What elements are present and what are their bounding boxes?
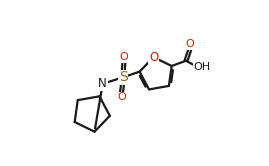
- Text: S: S: [119, 70, 128, 84]
- Text: OH: OH: [193, 62, 211, 72]
- Text: N: N: [98, 77, 107, 90]
- Text: O: O: [119, 52, 128, 62]
- Text: O: O: [149, 51, 158, 64]
- Text: N: N: [98, 77, 107, 90]
- Text: O: O: [117, 92, 126, 102]
- Text: O: O: [186, 40, 194, 49]
